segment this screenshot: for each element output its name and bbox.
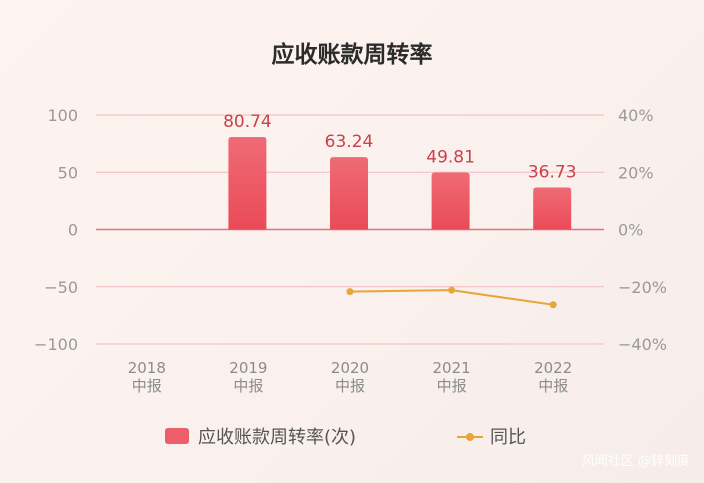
bar-value-label: 36.73 [528,162,577,182]
y-left-tick-label: −100 [34,335,78,354]
x-tick-label-line: 2019 [229,359,267,377]
x-tick-label-line: 中报 [437,377,467,395]
x-tick-label: 2021 中报 [433,359,471,395]
bar [330,157,368,230]
y-right-tick-label: 40% [618,106,654,125]
chart-title: 应收账款周转率 [272,41,433,68]
y-left-tick-label: 100 [47,106,78,125]
bar-value-label: 63.24 [325,132,374,152]
x-tick-label: 2020 中报 [331,359,369,395]
bar [533,187,572,230]
yoy-point [346,288,354,296]
y-left-tick-label: −50 [44,278,78,297]
y-left-tick-label: 50 [58,163,78,182]
watermark: 风闻社区 @锌刻度 [582,453,690,469]
bar [228,137,267,230]
x-tick-label-line: 中报 [132,377,162,395]
x-tick-label: 2019 中报 [229,359,267,395]
y-right-tick-label: 0% [618,221,643,240]
legend-line-label: 同比 [490,427,526,448]
x-tick-label-line: 2018 [128,359,166,377]
x-tick-label-line: 中报 [233,377,263,395]
x-tick-label-line: 中报 [335,377,365,395]
bar-value-label: 49.81 [426,147,475,167]
bar [431,172,470,230]
legend: 应收账款周转率(次) 同比 [165,427,526,448]
legend-line-marker [466,433,474,441]
x-tick-label: 2022 中报 [534,359,572,395]
yoy-point [448,286,456,294]
y-right-tick-label: −40% [618,335,667,354]
bar-value-label: 80.74 [223,112,272,132]
x-tick-label-line: 2021 [433,359,471,377]
x-tick-label: 2018 中报 [128,359,166,395]
legend-bar-swatch [165,428,189,444]
y-right-tick-label: 20% [618,163,654,182]
x-tick-label-line: 中报 [538,377,568,395]
x-tick-label-line: 2020 [331,359,369,377]
y-right-tick-label: −20% [618,278,667,297]
y-left-tick-label: 0 [68,221,78,240]
bars: 80.74 63.24 49.81 36.73 [223,112,577,230]
x-tick-label-line: 2022 [534,359,572,377]
line-series [346,286,557,309]
yoy-point [549,301,557,309]
legend-bar-label: 应收账款周转率(次) [198,427,356,448]
